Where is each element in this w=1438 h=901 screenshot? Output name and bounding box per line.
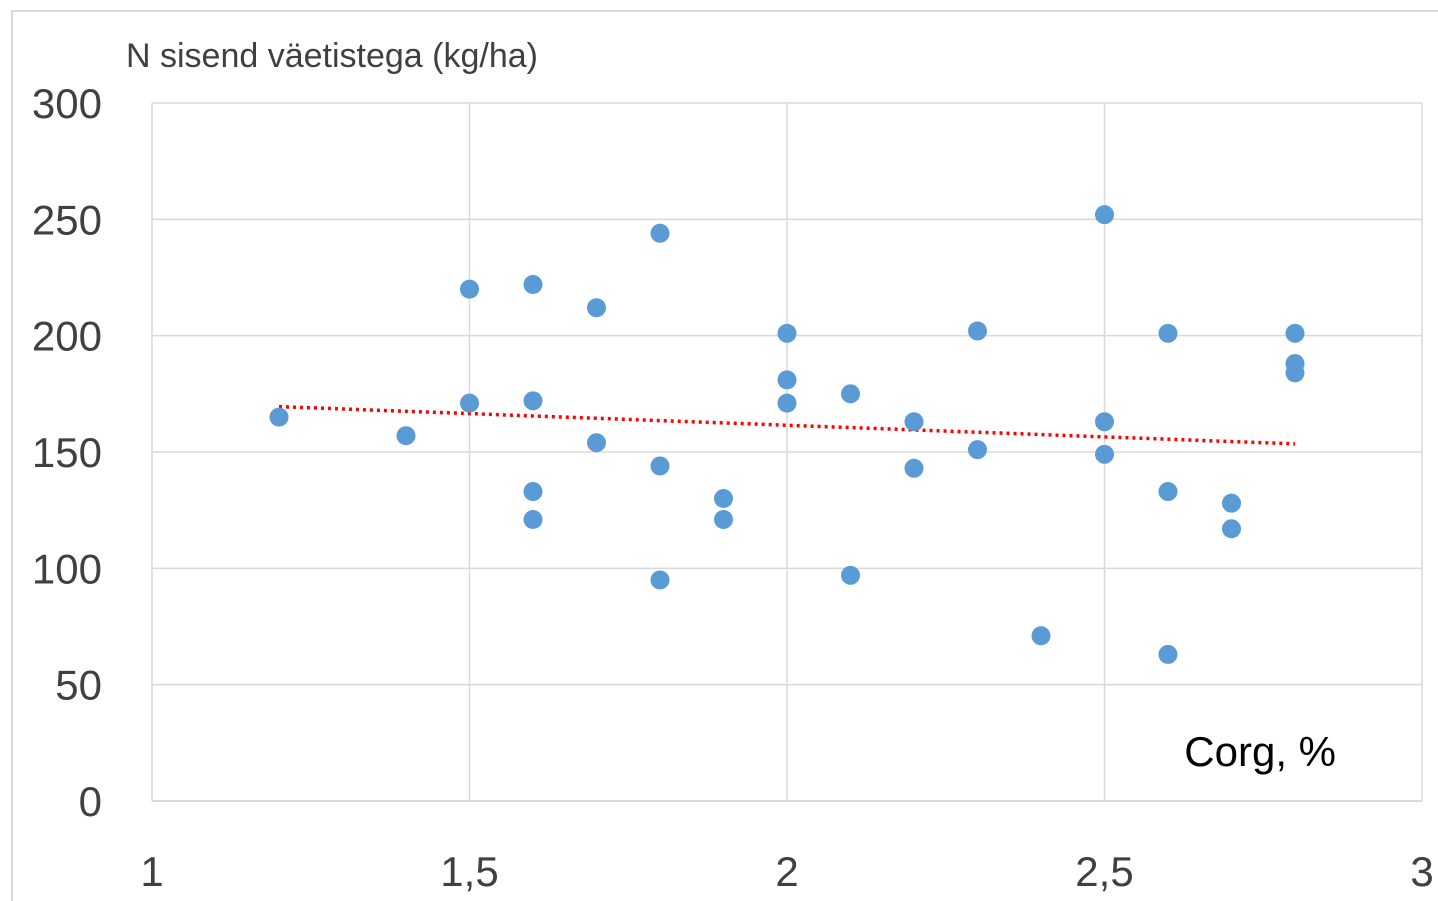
data-point [777,393,797,413]
data-point [904,412,924,432]
data-point [650,456,670,476]
data-point [523,509,543,529]
y-tick-label: 0 [79,778,102,825]
data-point [1222,519,1241,539]
data-point [1095,205,1114,225]
data-point [1222,493,1241,513]
data-point [1031,626,1051,646]
data-point [777,370,797,390]
data-point [968,440,987,460]
y-tick-label: 100 [32,545,102,592]
data-point [460,279,479,299]
x-tick-label: 1 [140,848,163,895]
data-point [1095,412,1114,432]
data-point [650,223,670,243]
data-point [1158,644,1178,664]
data-point [1158,323,1178,343]
data-point [523,482,543,502]
data-point [841,384,860,404]
data-point [1095,444,1114,464]
data-point [587,298,606,318]
y-axis-title: N sisend väetistega (kg/ha) [126,37,538,75]
y-tick-label: 200 [32,313,102,360]
y-tick-label: 250 [32,196,102,243]
y-tick-label: 50 [55,662,102,709]
trendline-layer [278,404,1296,446]
trendline [278,404,1296,446]
x-axis-title: Corg, % [1184,728,1336,775]
data-point [650,570,670,590]
data-point [523,274,543,294]
data-point [523,391,543,411]
chart-frame [11,10,1438,901]
x-tick-label: 2,5 [1075,848,1133,895]
data-point [460,393,479,413]
x-tick-label: 3 [1410,848,1433,895]
gridlines [151,102,1423,801]
data-point [396,426,416,446]
data-point [269,407,289,427]
data-point [714,489,733,509]
x-tick-label: 1,5 [440,848,498,895]
data-point [714,509,733,529]
axes: 0 50 100 150 200 250 300 1 1,5 2 2,5 3 [32,80,1434,895]
data-point [1285,323,1305,343]
x-tick-label: 2 [775,848,798,895]
data-point [968,321,987,341]
data-points [269,205,1305,664]
y-tick-label: 300 [32,80,102,127]
data-point [587,433,606,453]
y-tick-label: 150 [32,429,102,476]
data-point [777,323,797,343]
data-point [1285,363,1305,383]
axis-labels: N sisend väetistega (kg/ha) Corg, % [126,37,1336,775]
data-point [1158,482,1178,502]
data-point [841,565,860,585]
data-point [904,458,924,478]
